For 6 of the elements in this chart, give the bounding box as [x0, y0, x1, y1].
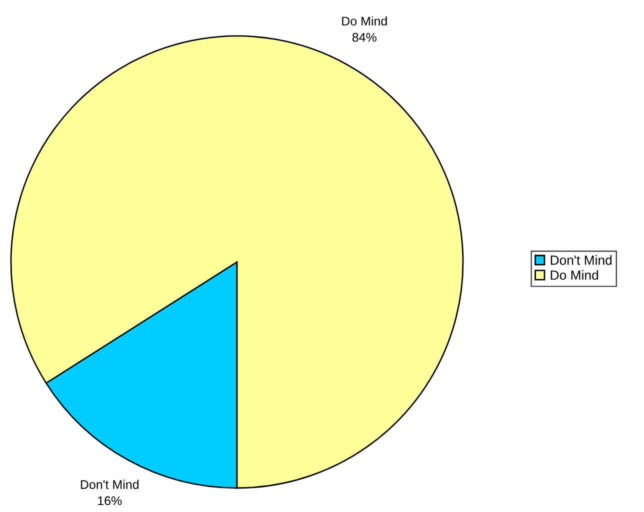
legend-label: Do Mind — [550, 270, 598, 280]
data-label: 84% — [352, 32, 376, 42]
data-label: 16% — [98, 496, 122, 506]
slice-label: Do Mind — [342, 16, 387, 26]
slice-label: Don't Mind — [80, 480, 138, 489]
legend-label: Don't Mind — [550, 255, 612, 265]
